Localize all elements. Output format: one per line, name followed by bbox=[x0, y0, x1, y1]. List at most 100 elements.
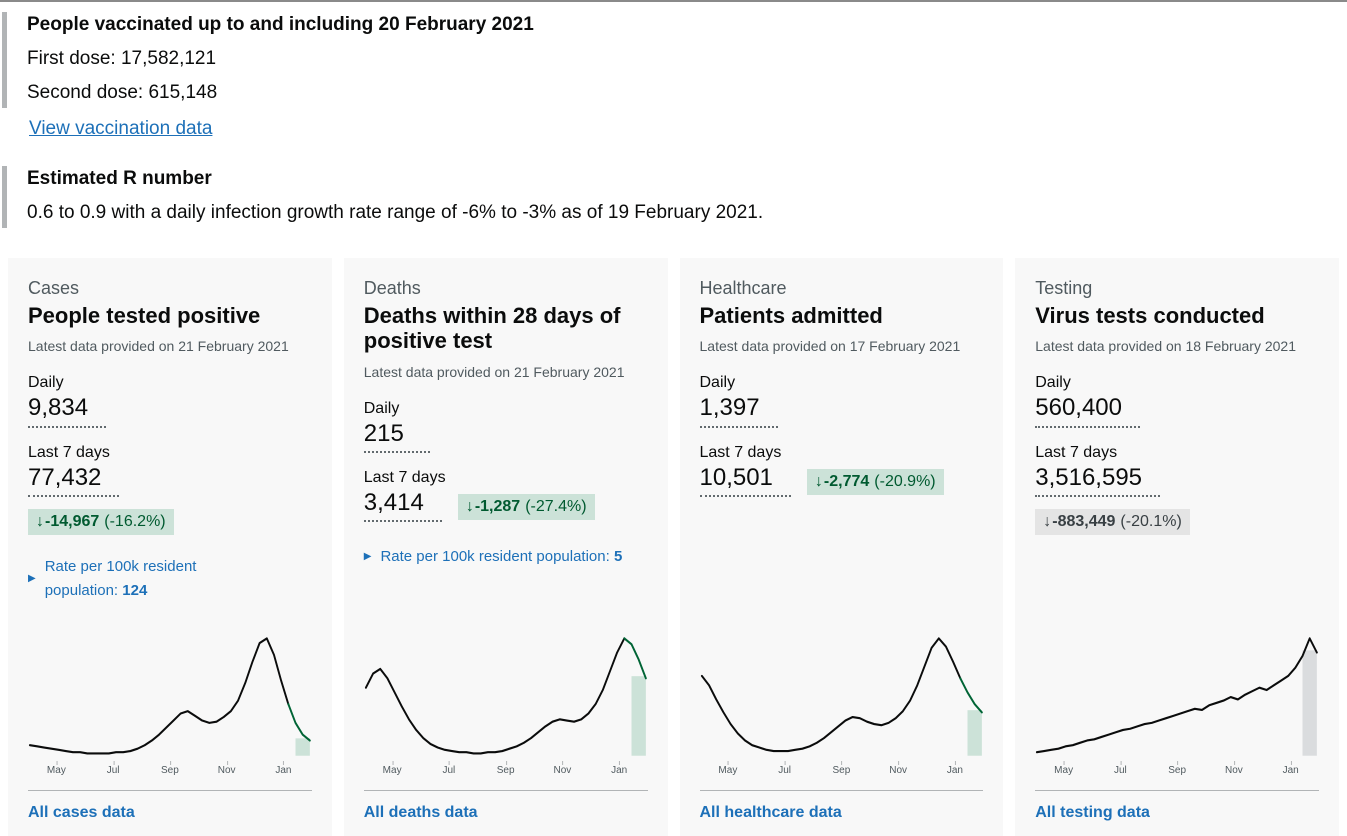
daily-label: Daily bbox=[28, 374, 64, 392]
daily-value: 560,400 bbox=[1035, 394, 1141, 428]
rate-per-100k-details[interactable]: ▶ Rate per 100k resident population: 124 bbox=[28, 555, 312, 603]
week-value: 77,432 bbox=[28, 464, 120, 498]
card-caption: Deaths bbox=[363, 278, 421, 298]
daily-label: Daily bbox=[363, 399, 400, 417]
trend-chart: May Jul Sep Nov Jan bbox=[1035, 632, 1319, 778]
axis-label: Jan bbox=[1282, 761, 1299, 776]
disclosure-triangle-icon: ▶ bbox=[28, 573, 36, 585]
card-title: People tested positive bbox=[28, 303, 261, 328]
all-healthcare-data-link[interactable]: All healthcare data bbox=[699, 804, 842, 821]
week-label: Last 7 days bbox=[1035, 443, 1118, 461]
card-title: Patients admitted bbox=[699, 303, 883, 328]
rate-label: Rate per 100k resident population: bbox=[380, 548, 610, 566]
daily-value: 215 bbox=[363, 420, 430, 453]
rate-value: 5 bbox=[613, 548, 623, 566]
change-percent: (-27.4%) bbox=[525, 498, 587, 516]
chart-x-axis: May Jul Sep Nov Jan bbox=[28, 761, 312, 778]
chart-x-axis: May Jul Sep Nov Jan bbox=[700, 761, 984, 778]
change-value: -14,967 bbox=[45, 513, 100, 531]
rate-value: 124 bbox=[122, 582, 148, 600]
card-caption: Healthcare bbox=[699, 278, 787, 298]
page-summary: People vaccinated up to and including 20… bbox=[0, 2, 1347, 228]
axis-label: Sep bbox=[832, 761, 851, 776]
daily-label: Daily bbox=[1035, 374, 1071, 392]
trend-chart-svg bbox=[364, 637, 647, 756]
down-arrow-icon: ↓ bbox=[465, 498, 474, 516]
axis-label: Nov bbox=[889, 761, 908, 776]
down-arrow-icon: ↓ bbox=[814, 472, 823, 490]
trend-chart-svg bbox=[28, 637, 311, 756]
trend-chart-svg bbox=[700, 637, 983, 756]
change-percent: (-16.2%) bbox=[104, 513, 166, 531]
axis-label: May bbox=[718, 761, 738, 776]
latest-date-text: Latest data provided on 18 February 2021 bbox=[1035, 338, 1296, 355]
rate-label: Rate per 100k resident population: bbox=[44, 558, 197, 600]
week-label: Last 7 days bbox=[28, 443, 110, 461]
card-title: Deaths within 28 days of positive test bbox=[363, 303, 621, 354]
card-footer: All testing data bbox=[1035, 790, 1319, 822]
daily-label: Daily bbox=[699, 374, 736, 392]
vaccination-summary-block: People vaccinated up to and including 20… bbox=[2, 12, 1347, 108]
change-badge: ↓ -2,774 (-20.9%) bbox=[806, 468, 944, 495]
r-number-block: Estimated R number 0.6 to 0.9 with a dai… bbox=[2, 166, 1347, 228]
trend-chart: May Jul Sep Nov Jan bbox=[364, 632, 648, 778]
card-testing: Testing Virus tests conducted Latest dat… bbox=[1015, 258, 1339, 836]
trend-chart-svg bbox=[1036, 637, 1319, 756]
axis-label: Nov bbox=[217, 761, 236, 776]
card-footer: All healthcare data bbox=[699, 790, 984, 822]
axis-label: May bbox=[46, 761, 66, 776]
card-footer: All deaths data bbox=[363, 790, 648, 822]
axis-label: Sep bbox=[496, 761, 515, 776]
axis-label: Jul bbox=[442, 761, 456, 776]
latest-date-text: Latest data provided on 17 February 2021 bbox=[699, 338, 961, 355]
axis-label: Jul bbox=[106, 761, 120, 776]
all-testing-data-link[interactable]: All testing data bbox=[1035, 804, 1150, 821]
axis-label: Nov bbox=[1224, 761, 1243, 776]
axis-label: May bbox=[382, 761, 402, 776]
r-number-text: 0.6 to 0.9 with a daily infection growth… bbox=[27, 202, 764, 223]
change-badge: ↓ -14,967 (-16.2%) bbox=[28, 509, 174, 536]
first-dose-text: First dose: 17,582,121 bbox=[27, 48, 217, 69]
all-cases-data-link[interactable]: All cases data bbox=[28, 804, 135, 821]
week-label: Last 7 days bbox=[699, 443, 782, 461]
week-value: 3,516,595 bbox=[1035, 464, 1161, 498]
card-caption: Testing bbox=[1035, 278, 1093, 298]
down-arrow-icon: ↓ bbox=[1043, 513, 1052, 531]
change-badge: ↓ -1,287 (-27.4%) bbox=[457, 494, 595, 521]
card-caption: Cases bbox=[28, 278, 80, 298]
second-dose-text: Second dose: 615,148 bbox=[27, 82, 218, 103]
axis-label: Jan bbox=[275, 761, 292, 776]
card-cases: Cases People tested positive Latest data… bbox=[8, 258, 332, 836]
card-footer: All cases data bbox=[28, 790, 312, 822]
summary-cards: Cases People tested positive Latest data… bbox=[0, 258, 1347, 836]
vaccination-title: People vaccinated up to and including 20… bbox=[27, 14, 534, 35]
axis-label: Jan bbox=[611, 761, 628, 776]
trend-chart: May Jul Sep Nov Jan bbox=[28, 632, 312, 778]
change-percent: (-20.1%) bbox=[1120, 513, 1182, 531]
change-percent: (-20.9%) bbox=[874, 472, 936, 490]
disclosure-triangle-icon: ▶ bbox=[363, 550, 372, 562]
axis-label: Nov bbox=[553, 761, 572, 776]
axis-label: Jan bbox=[946, 761, 963, 776]
r-number-title: Estimated R number bbox=[27, 168, 212, 189]
down-arrow-icon: ↓ bbox=[36, 513, 44, 531]
daily-value: 1,397 bbox=[699, 394, 778, 428]
card-title: Virus tests conducted bbox=[1035, 303, 1265, 328]
axis-label: May bbox=[1054, 761, 1074, 776]
card-healthcare: Healthcare Patients admitted Latest data… bbox=[679, 258, 1004, 836]
week-value: 10,501 bbox=[699, 464, 791, 498]
trend-chart: May Jul Sep Nov Jan bbox=[700, 632, 984, 778]
all-deaths-data-link[interactable]: All deaths data bbox=[363, 804, 478, 821]
change-value: -1,287 bbox=[474, 498, 521, 516]
card-deaths: Deaths Deaths within 28 days of positive… bbox=[343, 258, 668, 836]
chart-x-axis: May Jul Sep Nov Jan bbox=[364, 761, 648, 778]
chart-x-axis: May Jul Sep Nov Jan bbox=[1035, 761, 1319, 778]
axis-label: Sep bbox=[160, 761, 179, 776]
latest-date-text: Latest data provided on 21 February 2021 bbox=[363, 363, 625, 380]
rate-per-100k-details[interactable]: ▶ Rate per 100k resident population: 5 bbox=[364, 548, 648, 565]
latest-date-text: Latest data provided on 21 February 2021 bbox=[28, 338, 289, 355]
axis-label: Jul bbox=[1113, 761, 1127, 776]
daily-value: 9,834 bbox=[28, 394, 107, 428]
view-vaccination-data-link[interactable]: View vaccination data bbox=[29, 118, 213, 139]
change-badge: ↓ -883,449 (-20.1%) bbox=[1035, 509, 1190, 536]
